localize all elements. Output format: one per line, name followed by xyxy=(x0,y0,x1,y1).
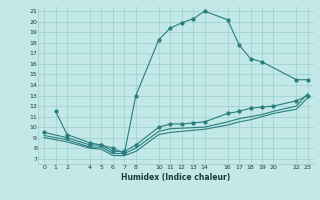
X-axis label: Humidex (Indice chaleur): Humidex (Indice chaleur) xyxy=(121,173,231,182)
